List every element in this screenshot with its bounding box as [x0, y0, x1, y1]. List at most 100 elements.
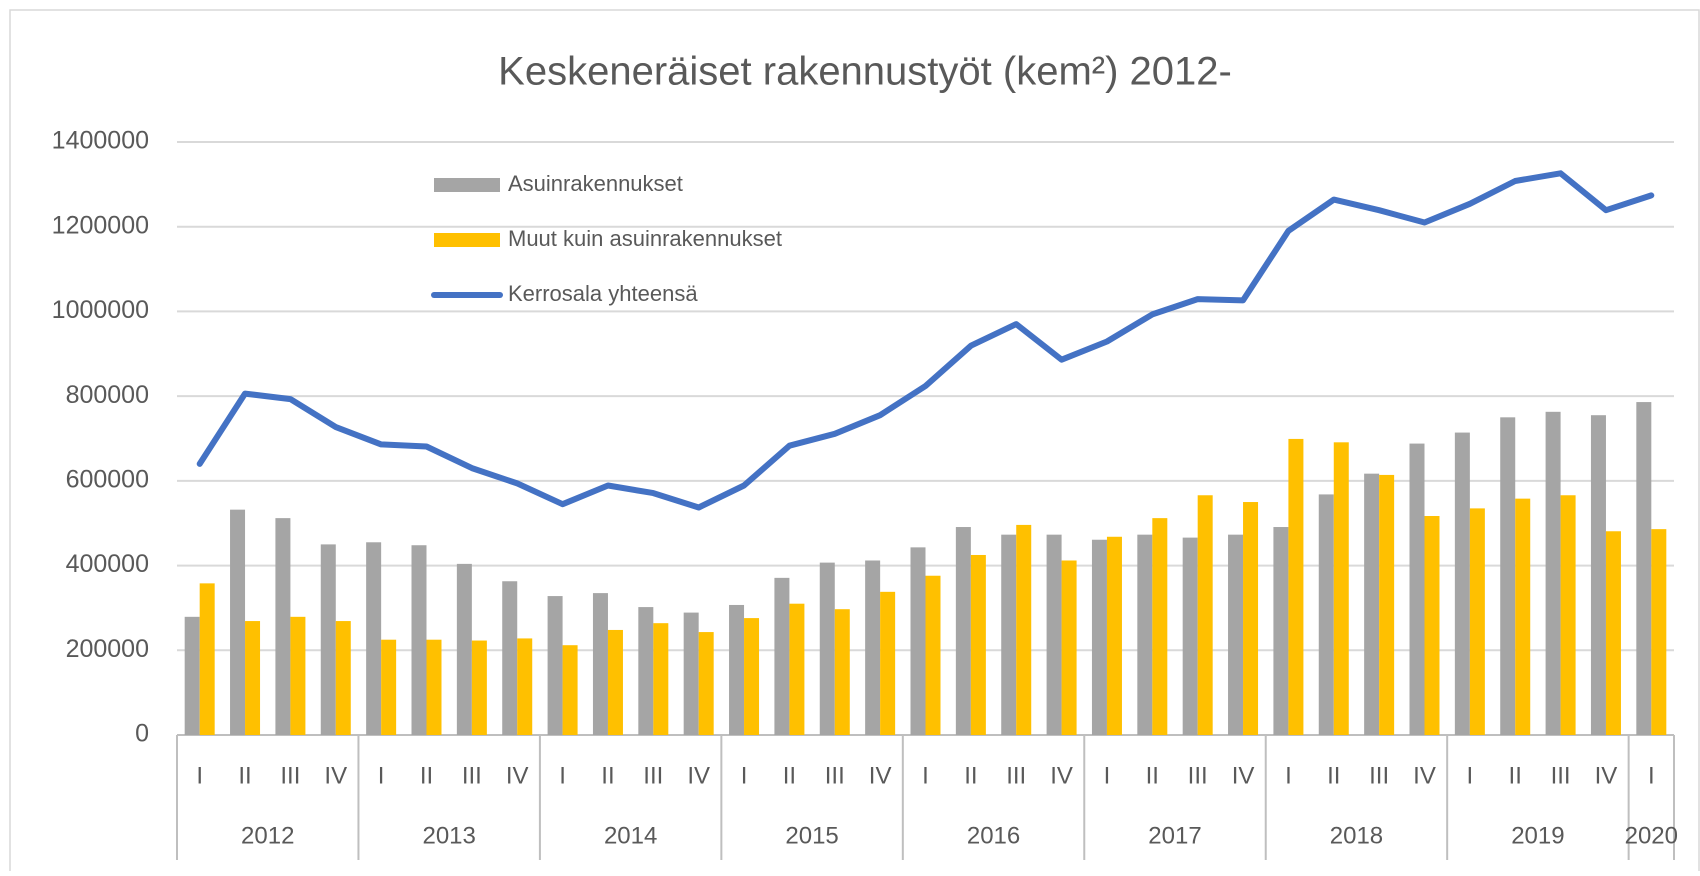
x-tick-label: III: [643, 762, 663, 789]
x-tick-label: IV: [324, 762, 347, 789]
legend-swatch: [434, 233, 500, 247]
bar: [970, 554, 986, 735]
bar: [547, 596, 563, 735]
bar: [471, 640, 487, 735]
bar: [1106, 536, 1122, 735]
legend-label: Muut kuin asuinrakennukset: [508, 226, 782, 251]
x-tick-label: II: [420, 762, 433, 789]
bar: [1545, 411, 1561, 735]
bar: [1409, 443, 1425, 735]
bar: [290, 616, 306, 735]
bar: [1424, 516, 1440, 735]
bar: [638, 607, 654, 735]
bar: [910, 547, 926, 735]
legend-label: Kerrosala yhteensä: [508, 281, 698, 306]
year-label: 2019: [1511, 822, 1564, 849]
year-label: 2017: [1148, 822, 1201, 849]
x-tick-label: I: [1467, 762, 1474, 789]
bar: [1228, 534, 1244, 735]
bar: [834, 609, 850, 735]
bar: [592, 593, 608, 735]
bar: [517, 638, 533, 735]
bar: [698, 632, 714, 735]
bar: [1636, 402, 1652, 735]
bar: [230, 509, 246, 735]
bar: [366, 542, 382, 735]
x-tick-label: I: [922, 762, 929, 789]
bar: [819, 562, 835, 735]
line: [196, 170, 1655, 511]
x-tick-label: III: [280, 762, 300, 789]
y-tick-label: 400000: [66, 550, 149, 578]
year-label: 2020: [1625, 822, 1678, 849]
x-tick-label: IV: [1050, 762, 1073, 789]
bar: [880, 591, 896, 735]
bar: [245, 621, 261, 735]
bar: [1046, 534, 1062, 735]
bar: [1001, 534, 1017, 735]
bar: [1605, 531, 1621, 735]
bar: [1243, 502, 1259, 735]
bar: [1182, 537, 1198, 735]
bar: [1016, 524, 1032, 735]
bar: [1651, 529, 1667, 735]
y-tick-label: 1000000: [52, 296, 149, 324]
bar: [411, 545, 427, 735]
legend-swatch: [434, 178, 500, 192]
year-label: 2018: [1330, 822, 1383, 849]
x-tick-label: II: [1327, 762, 1340, 789]
bar: [502, 581, 518, 735]
bar: [653, 623, 669, 735]
bar: [1379, 474, 1395, 735]
bar: [335, 621, 351, 735]
bar: [1318, 494, 1334, 735]
x-tick-label: III: [462, 762, 482, 789]
y-tick-label: 1400000: [52, 127, 149, 155]
bar: [774, 577, 790, 735]
x-tick-label: III: [1551, 762, 1571, 789]
bar: [729, 604, 745, 735]
bar: [1197, 495, 1213, 735]
x-tick-label: III: [825, 762, 845, 789]
x-tick-label: III: [1369, 762, 1389, 789]
x-tick-label: II: [1146, 762, 1159, 789]
x-tick-label: I: [378, 762, 385, 789]
bar: [1590, 415, 1606, 735]
x-tick-label: IV: [687, 762, 710, 789]
x-tick-label: II: [783, 762, 796, 789]
bar: [1469, 508, 1485, 735]
bar: [925, 575, 941, 735]
bar: [320, 544, 336, 735]
bar: [683, 612, 699, 735]
year-label: 2016: [967, 822, 1020, 849]
x-tick-label: II: [964, 762, 977, 789]
bar: [789, 603, 805, 735]
y-tick-label: 600000: [66, 465, 149, 493]
bar: [1454, 432, 1470, 735]
x-tick-label: II: [238, 762, 251, 789]
x-tick-label: I: [559, 762, 566, 789]
bar: [1500, 417, 1516, 735]
x-tick-label: I: [196, 762, 203, 789]
x-tick-label: II: [1509, 762, 1522, 789]
bar: [865, 560, 881, 735]
x-tick-label: IV: [1232, 762, 1255, 789]
year-label: 2013: [422, 822, 475, 849]
bar: [1091, 539, 1107, 735]
year-label: 2015: [785, 822, 838, 849]
year-label: 2014: [604, 822, 657, 849]
bar: [1273, 527, 1289, 735]
bar: [955, 527, 971, 735]
bar: [1515, 498, 1531, 735]
bar: [562, 645, 578, 735]
x-tick-label: IV: [1595, 762, 1618, 789]
bar: [1061, 560, 1077, 735]
y-tick-label: 800000: [66, 381, 149, 409]
bar: [456, 563, 472, 735]
x-tick-label: III: [1188, 762, 1208, 789]
x-tick-label: I: [1285, 762, 1292, 789]
bar: [1152, 518, 1168, 735]
x-tick-label: IV: [506, 762, 529, 789]
x-tick-label: II: [601, 762, 614, 789]
bar: [1560, 495, 1576, 735]
